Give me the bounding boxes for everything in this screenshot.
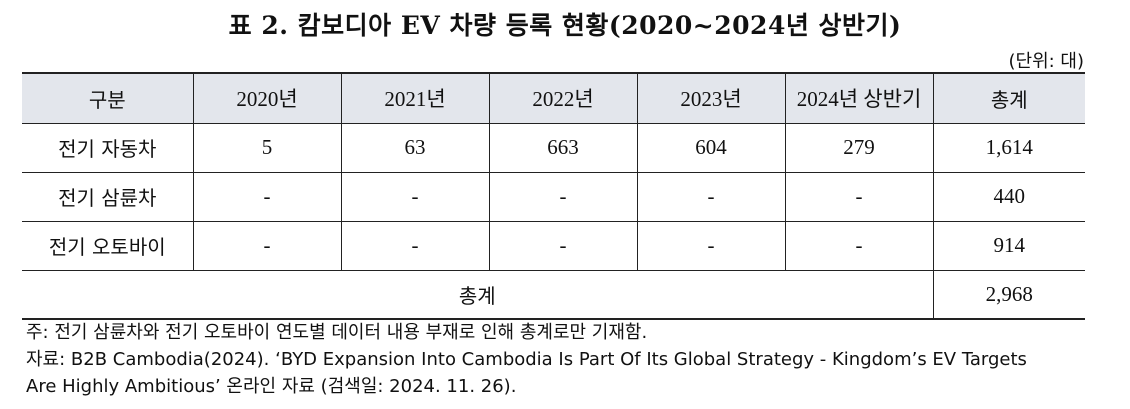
total-row: 총계 2,968 — [22, 270, 1085, 320]
header-2020: 2020년 — [192, 72, 342, 124]
table-cell: 5 — [192, 123, 342, 173]
table-cell: - — [488, 221, 638, 271]
table-cell: - — [340, 221, 490, 271]
header-2021: 2021년 — [340, 72, 490, 124]
table-cell: 63 — [340, 123, 490, 173]
total-label: 총계 — [22, 270, 934, 320]
table-cell: - — [192, 172, 342, 222]
header-2024-h1: 2024년 상반기 — [784, 72, 934, 124]
row-label: 전기 삼륜차 — [22, 172, 194, 222]
header-row: 구분 2020년 2021년 2022년 2023년 2024년 상반기 총계 — [22, 72, 1085, 124]
table-cell: - — [340, 172, 490, 222]
table-cell: - — [636, 221, 786, 271]
table-cell: 914 — [932, 221, 1085, 271]
source-line-2: Are Highly Ambitious’ 온라인 자료 (검색일: 2024.… — [26, 376, 517, 397]
unit-label: (단위: 대) — [1008, 51, 1084, 72]
table-cell: - — [636, 172, 786, 222]
table-cell: 663 — [488, 123, 638, 173]
table-cell: 1,614 — [932, 123, 1085, 173]
header-2022: 2022년 — [488, 72, 638, 124]
ev-registration-table: 구분 2020년 2021년 2022년 2023년 2024년 상반기 총계 … — [22, 72, 1085, 320]
table-note: 주: 전기 삼륜차와 전기 오토바이 연도별 데이터 내용 부재로 인해 총계로… — [26, 322, 648, 343]
table-row: 전기 오토바이 - - - - - 914 — [22, 221, 1085, 271]
header-2023: 2023년 — [636, 72, 786, 124]
header-total: 총계 — [932, 72, 1085, 124]
table-cell: - — [192, 221, 342, 271]
table-row: 전기 삼륜차 - - - - - 440 — [22, 172, 1085, 222]
row-label: 전기 오토바이 — [22, 221, 194, 271]
table-cell: 604 — [636, 123, 786, 173]
table-cell: 279 — [784, 123, 934, 173]
table-title: 표 2. 캄보디아 EV 차량 등록 현황(2020~2024년 상반기) — [228, 11, 902, 40]
header-category: 구분 — [22, 72, 194, 124]
table-cell: 440 — [932, 172, 1085, 222]
table-cell: - — [784, 221, 934, 271]
table-cell: - — [488, 172, 638, 222]
table-row: 전기 자동차 5 63 663 604 279 1,614 — [22, 123, 1085, 173]
table-cell: - — [784, 172, 934, 222]
total-value: 2,968 — [932, 270, 1085, 320]
source-line-1: 자료: B2B Cambodia(2024). ‘BYD Expansion I… — [26, 349, 1027, 370]
row-label: 전기 자동차 — [22, 123, 194, 173]
